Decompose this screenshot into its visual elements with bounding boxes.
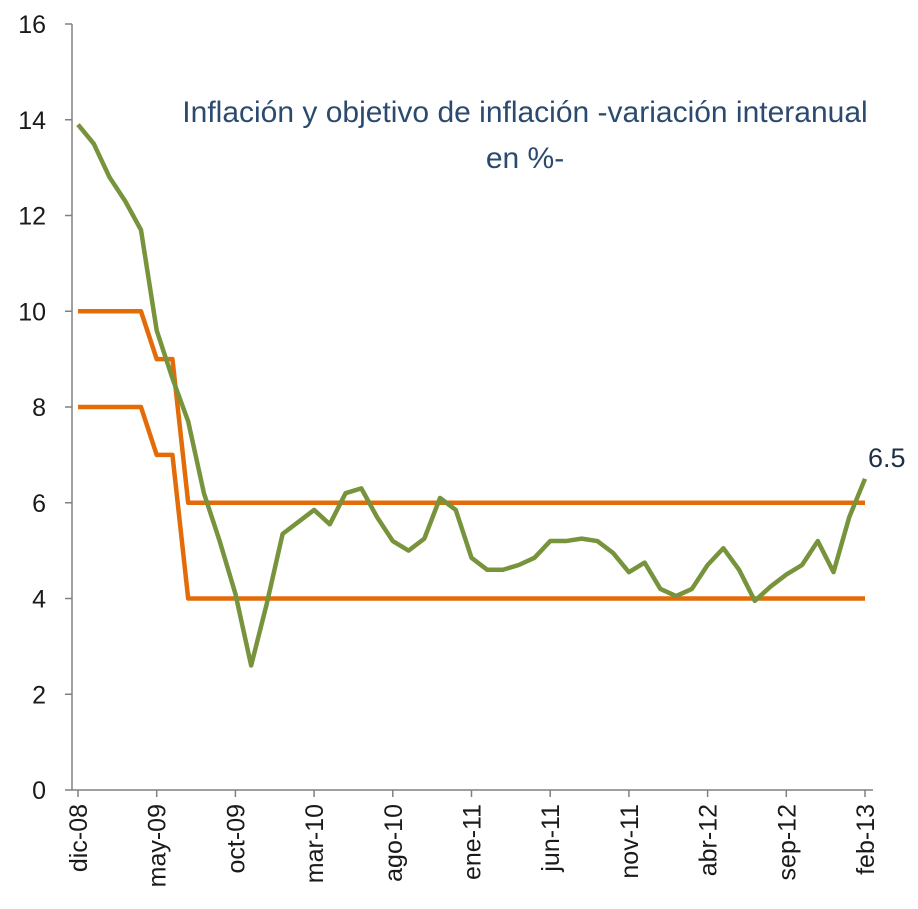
y-tick-label: 10: [18, 298, 46, 326]
y-tick-label: 0: [32, 777, 46, 805]
y-tick-label: 12: [18, 203, 46, 231]
series-line: [78, 309, 865, 505]
y-tick-label: 16: [18, 11, 46, 39]
series-line: [76, 123, 868, 668]
y-tick-label: 2: [32, 681, 46, 709]
y-tick-label: 8: [32, 394, 46, 422]
series-line: [78, 404, 865, 601]
data-label: 6.5: [868, 443, 906, 473]
y-tick-label: 14: [18, 107, 46, 135]
x-tick-label: ago-10: [380, 804, 408, 882]
x-tick-label: mar-10: [301, 804, 329, 883]
x-tick-label: dic-08: [65, 804, 93, 872]
chart-title: Inflación y objetivo de inflación -varia…: [182, 96, 868, 175]
x-tick-label: sep-12: [773, 804, 801, 880]
x-tick-label: oct-09: [222, 804, 250, 873]
x-tick-label: may-09: [144, 804, 172, 887]
x-tick-label: feb-13: [852, 804, 880, 875]
y-tick-label: 4: [32, 586, 46, 614]
x-tick-label: ene-11: [459, 804, 487, 880]
y-tick-label: 6: [32, 490, 46, 518]
x-tick-label: jun-11: [537, 804, 565, 873]
x-tick-label: nov-11: [616, 804, 644, 879]
x-tick-label: abr-12: [695, 804, 723, 876]
